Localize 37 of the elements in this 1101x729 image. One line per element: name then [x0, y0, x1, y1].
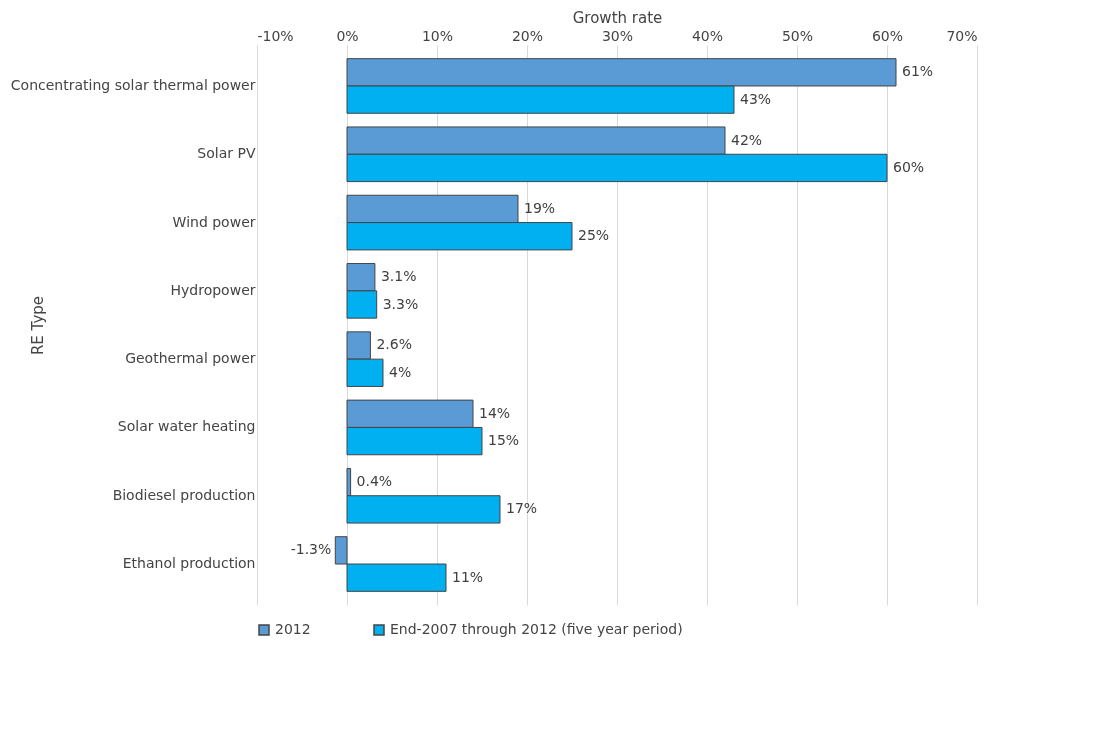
- legend-label: 2012: [275, 621, 311, 637]
- data-label: 3.3%: [382, 295, 419, 312]
- y-axis-title: RE Type: [28, 295, 47, 356]
- y-tick-label: Wind power: [172, 213, 256, 230]
- x-axis-title: Growth rate: [572, 8, 663, 27]
- data-label: 2.6%: [376, 336, 412, 353]
- y-tick-label: Solar water heating: [117, 418, 256, 435]
- data-label: 3.1%: [380, 268, 417, 285]
- x-tick-label: -10%: [257, 27, 294, 44]
- data-label: 17%: [506, 500, 538, 517]
- data-label: 43%: [740, 90, 772, 107]
- data-label: 42%: [731, 131, 763, 148]
- x-tick-label: 70%: [946, 27, 978, 44]
- x-tick-label: 60%: [871, 27, 904, 44]
- x-tick-label: 30%: [601, 27, 634, 44]
- data-label: 25%: [578, 227, 610, 244]
- y-tick-label: Geothermal power: [125, 350, 256, 367]
- y-tick-label: Concentrating solar thermal power: [10, 76, 256, 93]
- y-tick-label: Ethanol production: [122, 555, 256, 572]
- legend-label: End-2007 through 2012 (five year period): [390, 621, 683, 637]
- y-tick-label: Hydropower: [170, 281, 256, 298]
- y-tick-label: Biodiesel production: [112, 486, 256, 503]
- data-label: 60%: [893, 158, 925, 175]
- x-tick-label: 20%: [511, 27, 544, 44]
- y-tick-label: Solar PV: [197, 145, 256, 162]
- x-tick-label: 50%: [781, 27, 814, 44]
- x-tick-label: 0%: [336, 27, 359, 44]
- data-label: 11%: [452, 568, 484, 585]
- data-label: -1.3%: [290, 541, 332, 558]
- x-tick-label: 40%: [691, 27, 724, 44]
- data-label: 14%: [479, 404, 511, 421]
- x-tick-label: 10%: [421, 27, 454, 44]
- data-label: 19%: [524, 199, 556, 216]
- data-label: 4%: [389, 363, 412, 380]
- data-label: 0.4%: [356, 473, 393, 490]
- data-label: 61%: [902, 63, 934, 80]
- data-label: 15%: [488, 432, 520, 449]
